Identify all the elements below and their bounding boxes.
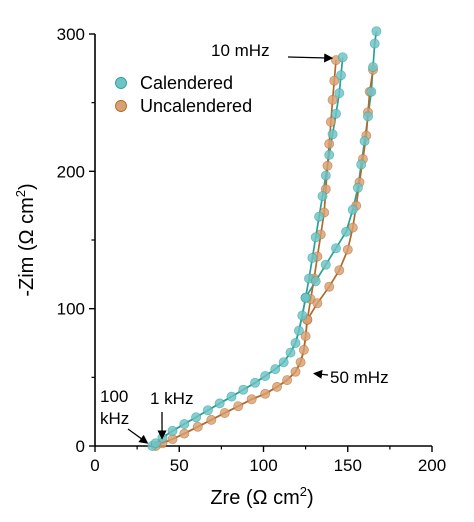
- calendered-data-point: [301, 293, 310, 302]
- x-axis-title: Zre (Ω cm2): [210, 484, 313, 509]
- uncalendered-data-point: [247, 395, 256, 404]
- uncalendered-legend-marker: [116, 101, 127, 112]
- annotation-100khz-label: 100: [100, 387, 128, 406]
- calendered-data-point: [338, 53, 347, 62]
- uncalendered-legend-label: Uncalendered: [140, 96, 252, 116]
- annotation-10mhz-label: 10 mHz: [211, 41, 270, 60]
- x-tick-label: 150: [334, 456, 362, 475]
- calendered-data-point: [335, 89, 344, 98]
- calendered-data-point: [227, 392, 236, 401]
- calendered-data-point: [328, 130, 337, 139]
- x-tick-label: 200: [418, 456, 446, 475]
- calendered-data-point: [370, 39, 379, 48]
- axes-layer: 0 50 100 150 200 0 100 200 300: [57, 25, 447, 475]
- uncalendered-data-point: [296, 358, 305, 367]
- calendered-data-point: [168, 426, 177, 435]
- calendered-legend-label: Calendered: [140, 73, 233, 93]
- uncalendered-data-point: [325, 139, 334, 148]
- calendered-data-point: [286, 348, 295, 357]
- x-tick-label: 50: [170, 456, 189, 475]
- uncalendered-data-point: [326, 117, 335, 126]
- uncalendered-data-point: [343, 245, 352, 254]
- annotation-50mhz-label: 50 mHz: [330, 368, 389, 387]
- calendered-data-point: [353, 183, 362, 192]
- annotation-1khz-label: 1 kHz: [150, 389, 193, 408]
- calendered-data-point: [368, 62, 377, 71]
- calendered-data-point: [348, 205, 357, 214]
- calendered-data-point: [192, 413, 201, 422]
- annotation-10mhz-arrow: [288, 57, 332, 58]
- uncalendered-data-point: [299, 345, 308, 354]
- calendered-data-point: [271, 365, 280, 374]
- calendered-data-point: [331, 109, 340, 118]
- uncalendered-data-point: [261, 389, 270, 398]
- calendered-data-point: [294, 326, 303, 335]
- calendered-data-point: [308, 253, 317, 262]
- calendered-data-point: [251, 378, 260, 387]
- uncalendered-data-point: [323, 161, 332, 170]
- calendered-legend-marker: [116, 78, 127, 89]
- calendered-data-point: [239, 385, 248, 394]
- calendered-data-point: [279, 358, 288, 367]
- y-tick-label: 100: [57, 300, 85, 319]
- uncalendered-data-point: [193, 422, 202, 431]
- calendered-data-point: [291, 338, 300, 347]
- calendered-data-point: [315, 212, 324, 221]
- annotation-100khz-label-unit: kHz: [100, 409, 129, 428]
- calendered-data-point: [331, 244, 340, 253]
- calendered-data-point: [318, 192, 327, 201]
- y-tick-label: 200: [57, 162, 85, 181]
- legend: Calendered Uncalendered: [116, 73, 253, 116]
- y-axis-title: -Zim (Ω cm2): [13, 183, 38, 296]
- uncalendered-data-point: [220, 408, 229, 417]
- calendered-data-point: [336, 71, 345, 80]
- uncalendered-data-point: [325, 282, 334, 291]
- annotation-50mhz-arrow: [314, 373, 328, 375]
- uncalendered-data-point: [180, 429, 189, 438]
- annotation-100khz-arrow: [128, 429, 147, 443]
- calendered-data-point: [325, 150, 334, 159]
- y-tick-label: 300: [57, 25, 85, 44]
- uncalendered-data-point: [272, 382, 281, 391]
- calendered-data-point: [215, 399, 224, 408]
- calendered-data-point: [180, 419, 189, 428]
- x-tick-label: 100: [249, 456, 277, 475]
- calendered-data-point: [321, 260, 330, 269]
- uncalendered-data-point: [335, 266, 344, 275]
- calendered-data-point: [311, 233, 320, 242]
- uncalendered-data-point: [234, 402, 243, 411]
- calendered-data-point: [342, 227, 351, 236]
- calendered-data-point: [363, 112, 372, 121]
- calendered-data-point: [298, 311, 307, 320]
- uncalendered-data-point: [313, 299, 322, 308]
- uncalendered-data-point: [291, 367, 300, 376]
- calendered-data-point: [367, 87, 376, 96]
- calendered-data-point: [261, 371, 270, 380]
- calendered-data-point: [357, 160, 366, 169]
- calendered-data-point: [321, 171, 330, 180]
- y-tick-label: 0: [76, 437, 85, 456]
- calendered-data-point: [360, 137, 369, 146]
- calendered-data-point: [311, 277, 320, 286]
- calendered-data-point: [203, 406, 212, 415]
- x-tick-label: 0: [90, 456, 99, 475]
- uncalendered-data-point: [283, 376, 292, 385]
- calendered-data-point: [372, 27, 381, 36]
- uncalendered-data-point: [207, 415, 216, 424]
